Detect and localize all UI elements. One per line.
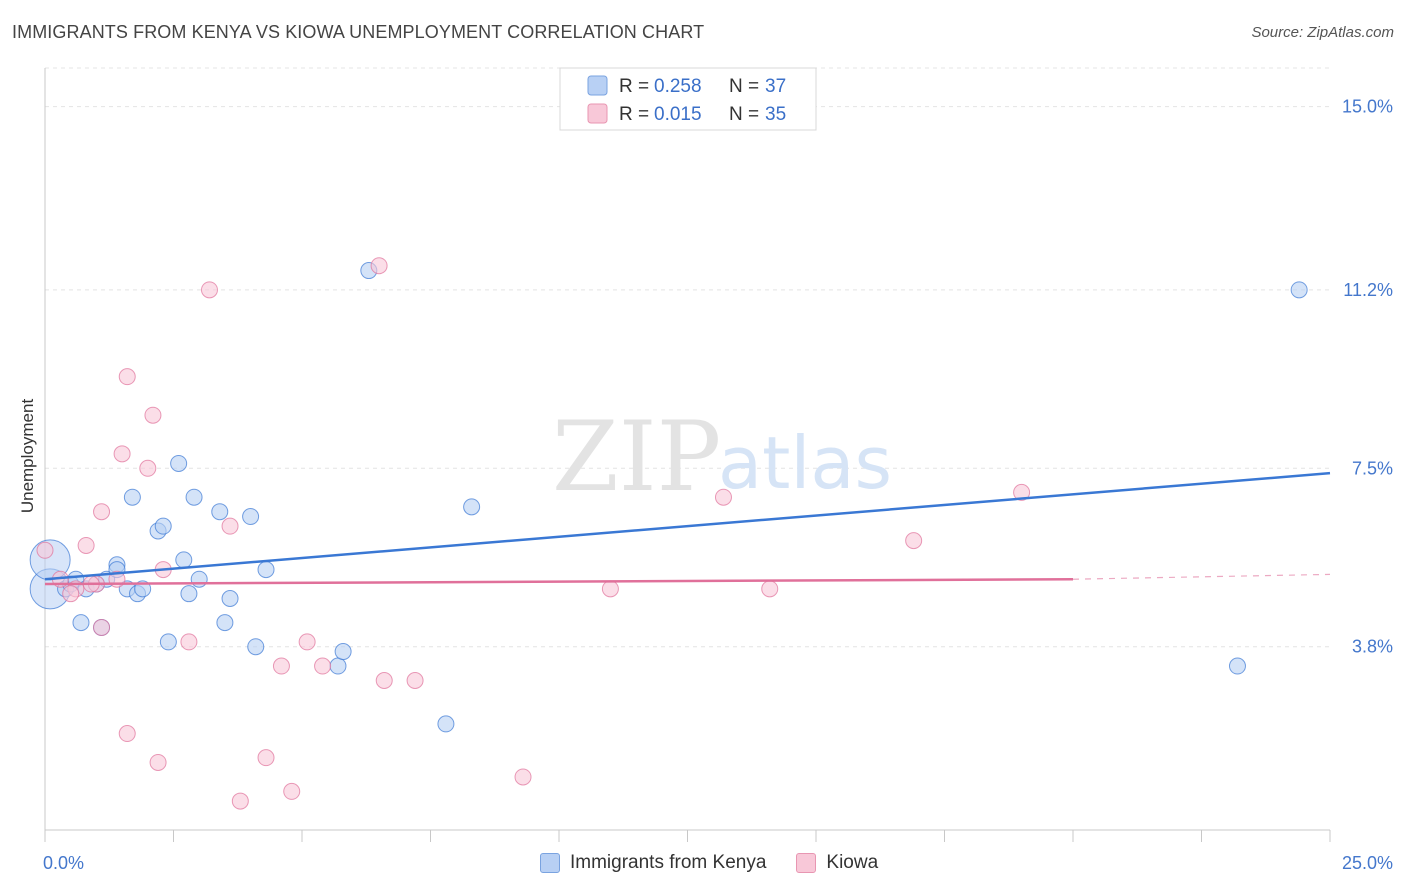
point-kiowa-15 — [180, 633, 198, 651]
x-tick-label-0: 0.0% — [43, 853, 84, 873]
point-kenya-19 — [170, 454, 188, 472]
trend-line-kiowa-extension — [1072, 573, 1331, 580]
point-kenya-15 — [134, 580, 152, 598]
legend-item-kenya: Immigrants from Kenya — [540, 852, 766, 874]
point-kiowa-26 — [406, 671, 424, 689]
point-kiowa-20 — [272, 657, 290, 675]
source-credit: Source: ZipAtlas.com — [1251, 24, 1394, 41]
legend-n-label-1: N = — [729, 76, 759, 97]
point-kenya-24 — [211, 503, 229, 521]
legend-r-value-2: 0.015 — [654, 104, 702, 125]
point-kiowa-0 — [36, 541, 54, 559]
legend-swatch-blue — [587, 75, 608, 96]
tick-labels: 3.8% 7.5% 11.2% 15.0% 0.0% 25.0% — [43, 97, 1393, 873]
y-tick-label-2: 11.2% — [1343, 280, 1393, 300]
point-kenya-31 — [334, 643, 352, 661]
point-kiowa-17 — [221, 517, 239, 535]
point-kenya-13 — [123, 488, 141, 506]
trend-line-kenya — [44, 471, 1331, 581]
trend-lines — [44, 471, 1331, 586]
series-legend: Immigrants from Kenya Kiowa — [540, 852, 898, 874]
point-kenya-33 — [437, 715, 455, 733]
legend-label-kenya: Immigrants from Kenya — [570, 852, 767, 873]
point-kiowa-31 — [905, 532, 923, 550]
legend-n-value-1: 37 — [765, 76, 786, 97]
watermark: ZIP atlas — [552, 401, 892, 513]
point-kenya-36 — [1290, 281, 1308, 299]
watermark-zip: ZIP — [552, 401, 721, 513]
trend-line-kiowa — [44, 577, 1074, 586]
stats-legend: R = 0.258 N = 37 R = 0.015 N = 35 — [559, 67, 817, 131]
point-kenya-21 — [180, 585, 198, 603]
point-kiowa-5 — [93, 618, 111, 636]
point-kenya-20 — [175, 551, 193, 569]
point-kenya-27 — [242, 508, 260, 526]
axes — [44, 68, 1331, 842]
point-kiowa-11 — [139, 459, 157, 477]
point-kenya-5 — [72, 614, 90, 632]
point-kiowa-21 — [283, 782, 301, 800]
point-kiowa-25 — [375, 671, 393, 689]
y-tick-label-0: 3.8% — [1352, 637, 1393, 657]
point-kiowa-16 — [200, 281, 218, 299]
point-kiowa-10 — [118, 368, 136, 386]
point-kenya-25 — [216, 614, 234, 632]
point-kiowa-22 — [298, 633, 316, 651]
point-kenya-17 — [154, 517, 172, 535]
y-tick-label-3: 15.0% — [1342, 97, 1393, 117]
chart-title: IMMIGRANTS FROM KENYA VS KIOWA UNEMPLOYM… — [12, 22, 705, 42]
legend-swatch-kenya — [540, 853, 560, 873]
point-kenya-28 — [247, 638, 265, 656]
point-kenya-29 — [257, 561, 275, 579]
legend-r-label-1: R = — [619, 76, 649, 97]
point-kenya-18 — [159, 633, 177, 651]
point-kiowa-19 — [257, 749, 275, 767]
legend-swatch-pink — [587, 103, 608, 124]
data-points — [29, 257, 1308, 810]
y-tick-label-1: 7.5% — [1352, 458, 1393, 478]
watermark-atlas: atlas — [718, 421, 892, 505]
point-kenya-26 — [221, 590, 239, 608]
point-kiowa-9 — [118, 725, 136, 743]
legend-label-kiowa: Kiowa — [826, 852, 879, 873]
point-kiowa-29 — [714, 488, 732, 506]
point-kiowa-28 — [601, 580, 619, 598]
point-kenya-30 — [329, 657, 347, 675]
point-kenya-23 — [190, 570, 208, 588]
point-kiowa-23 — [314, 657, 332, 675]
x-tick-label-1: 25.0% — [1342, 853, 1393, 873]
point-kiowa-32 — [1013, 483, 1031, 501]
point-kiowa-30 — [761, 580, 779, 598]
point-kiowa-24 — [370, 257, 388, 275]
point-kenya-22 — [185, 488, 203, 506]
legend-n-label-2: N = — [729, 104, 759, 125]
legend-r-label-2: R = — [619, 104, 649, 125]
point-kiowa-12 — [144, 406, 162, 424]
point-kiowa-8 — [113, 445, 131, 463]
point-kenya-35 — [1228, 657, 1246, 675]
point-kiowa-18 — [231, 792, 249, 810]
legend-item-kiowa: Kiowa — [796, 852, 878, 874]
legend-n-value-2: 35 — [765, 104, 786, 125]
legend-r-value-1: 0.258 — [654, 76, 702, 97]
point-kenya-34 — [463, 498, 481, 516]
point-kiowa-3 — [77, 536, 95, 554]
point-kiowa-6 — [93, 503, 111, 521]
point-kiowa-34 — [62, 585, 80, 603]
legend-swatch-kiowa — [796, 853, 817, 873]
point-kiowa-27 — [514, 768, 532, 786]
point-kiowa-13 — [149, 753, 167, 771]
gridlines — [45, 67, 1330, 648]
